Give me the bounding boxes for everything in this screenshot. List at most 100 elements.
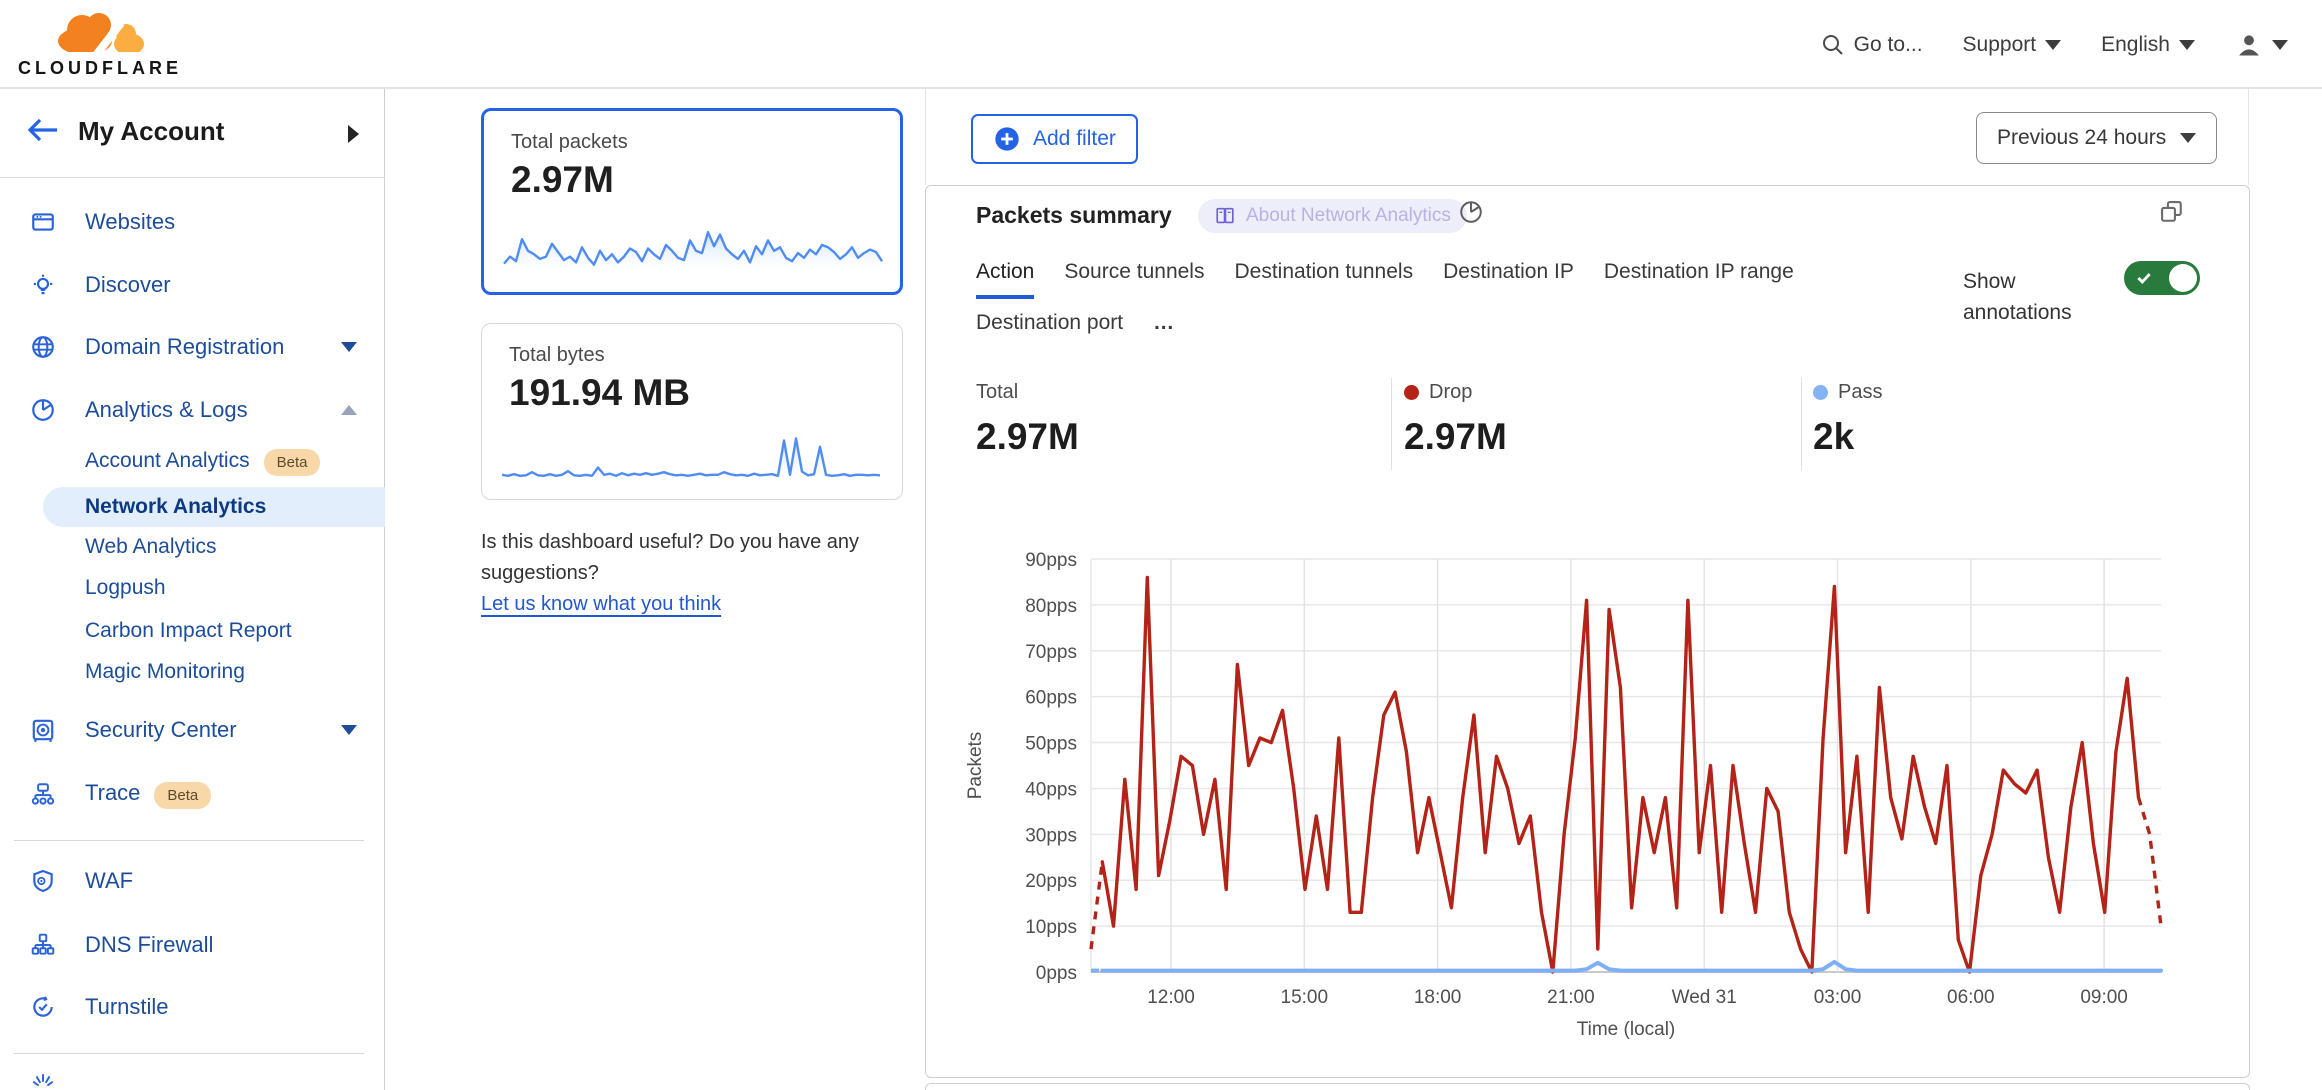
y-tick-label: 10pps bbox=[1025, 917, 1077, 938]
account-header: My Account bbox=[0, 103, 385, 161]
stat-value: 2k bbox=[1813, 416, 1855, 457]
packets-summary-panel: Packets summary About Network Analytics … bbox=[925, 185, 2250, 1078]
sidebar-item-turnstile[interactable]: Turnstile bbox=[0, 985, 385, 1029]
sidebar-item-trace[interactable]: Trace Beta bbox=[0, 772, 385, 816]
x-tick-label: 18:00 bbox=[1414, 987, 1462, 1008]
time-range-dropdown[interactable]: Previous 24 hours bbox=[1976, 112, 2218, 164]
book-icon bbox=[1216, 207, 1234, 224]
sidebar-item-label: Account Analytics Beta bbox=[85, 448, 321, 476]
tab-destination-ip-range[interactable]: Destination IP range bbox=[1603, 260, 1794, 283]
sidebar-item-security-center[interactable]: Security Center bbox=[0, 708, 385, 752]
circular-check-icon bbox=[30, 994, 56, 1020]
sidebar-item-discover[interactable]: Discover bbox=[0, 263, 385, 307]
sidebar-item-websites[interactable]: Websites bbox=[0, 200, 385, 244]
panel-title: Packets summary bbox=[976, 202, 1172, 228]
tab-destination-tunnels[interactable]: Destination tunnels bbox=[1234, 260, 1414, 283]
sidebar-item-label: Magic Monitoring bbox=[85, 660, 245, 683]
add-filter-label: Add filter bbox=[1033, 127, 1116, 150]
total-packets-card[interactable]: Total packets 2.97M bbox=[481, 108, 903, 295]
tabs-more-button[interactable]: … bbox=[1153, 311, 1177, 334]
show-annotations-label: Show annotations bbox=[1963, 270, 2072, 324]
tab-destination-ip[interactable]: Destination IP bbox=[1443, 260, 1574, 283]
sidebar-item-carbon-impact-report[interactable]: Carbon Impact Report bbox=[0, 609, 385, 653]
y-tick-label: 50pps bbox=[1025, 734, 1077, 755]
feedback-link[interactable]: Let us know what you think bbox=[481, 593, 722, 615]
y-tick-label: 0pps bbox=[1036, 963, 1077, 984]
cloudflare-logo[interactable]: CLOUDFLARE bbox=[16, 4, 184, 86]
sidebar-item-account-analytics[interactable]: Account Analytics Beta bbox=[0, 440, 385, 484]
add-filter-button[interactable]: Add filter bbox=[971, 114, 1138, 164]
card-title: Total packets bbox=[511, 131, 628, 153]
total-bytes-card[interactable]: Total bytes 191.94 MB bbox=[481, 323, 903, 500]
divider bbox=[14, 1053, 364, 1054]
goto-search[interactable]: Go to... bbox=[1821, 33, 1923, 57]
y-tick-label: 70pps bbox=[1025, 642, 1077, 663]
sidebar-item-label: Web Analytics bbox=[85, 535, 217, 558]
card-value: 191.94 MB bbox=[509, 372, 690, 413]
goto-label: Go to... bbox=[1853, 32, 1923, 56]
sidebar-item-magic-monitoring[interactable]: Magic Monitoring bbox=[0, 650, 385, 694]
sidebar-item-label: Network Analytics bbox=[85, 495, 267, 518]
feedback-question: Is this dashboard useful? Do you have an… bbox=[481, 531, 860, 584]
account-name[interactable]: My Account bbox=[78, 116, 225, 146]
drop-series-line bbox=[1100, 575, 2141, 974]
tab-source-tunnels[interactable]: Source tunnels bbox=[1064, 260, 1205, 283]
x-tick-label: 09:00 bbox=[2080, 987, 2128, 1008]
sidebar-item-logpush[interactable]: Logpush bbox=[0, 566, 385, 610]
packets-sparkline bbox=[503, 231, 884, 276]
network-tree-icon bbox=[30, 932, 56, 958]
chevron-down-icon bbox=[2045, 39, 2062, 50]
y-axis-title: Packets bbox=[965, 732, 986, 800]
pie-chart-icon[interactable] bbox=[1458, 199, 1484, 225]
show-annotations-toggle[interactable] bbox=[2124, 261, 2200, 295]
chevron-down-icon bbox=[341, 342, 357, 352]
sidebar-item-label: WAF bbox=[85, 868, 134, 893]
y-tick-label: 60pps bbox=[1025, 688, 1077, 709]
safe-icon bbox=[30, 717, 56, 743]
sidebar-item-analytics-logs[interactable]: Analytics & Logs bbox=[0, 388, 385, 432]
selected-item-highlight bbox=[43, 487, 385, 527]
about-network-analytics-badge[interactable]: About Network Analytics bbox=[1198, 199, 1467, 233]
top-bar: CLOUDFLARE Go to... Support English bbox=[0, 0, 2322, 89]
sidebar-item-web-analytics[interactable]: Web Analytics bbox=[0, 525, 385, 569]
y-tick-label: 80pps bbox=[1025, 596, 1077, 617]
chevron-right-icon[interactable] bbox=[348, 125, 359, 143]
x-tick-label: 03:00 bbox=[1814, 987, 1862, 1008]
x-tick-label: 12:00 bbox=[1147, 987, 1195, 1008]
account-menu[interactable] bbox=[2235, 31, 2288, 59]
sidebar-item-label: DNS Firewall bbox=[85, 932, 214, 957]
lightbulb-icon bbox=[30, 272, 56, 298]
language-menu[interactable]: English bbox=[2101, 33, 2195, 57]
stat-drop: Drop 2.97M bbox=[1404, 381, 1507, 458]
x-tick-label: 06:00 bbox=[1947, 987, 1995, 1008]
sidebar-partial-icon[interactable] bbox=[30, 1072, 56, 1090]
sidebar-item-label: Discover bbox=[85, 272, 171, 297]
globe-icon bbox=[30, 334, 56, 360]
drop-series-dashed-start bbox=[1089, 861, 1104, 950]
sparkline-line bbox=[503, 231, 884, 266]
expand-icon[interactable] bbox=[2158, 198, 2186, 226]
sidebar-item-waf[interactable]: WAF bbox=[0, 859, 385, 903]
beta-badge: Beta bbox=[263, 448, 321, 476]
tab-action[interactable]: Action bbox=[976, 260, 1035, 299]
tab-destination-port[interactable]: Destination port bbox=[976, 311, 1124, 334]
back-arrow-icon[interactable] bbox=[26, 116, 60, 144]
flowchart-icon bbox=[30, 781, 56, 807]
divider bbox=[1391, 378, 1392, 470]
pie-chart-icon bbox=[30, 397, 56, 423]
support-menu[interactable]: Support bbox=[1963, 33, 2062, 57]
card-title: Total bytes bbox=[509, 344, 605, 366]
sidebar-item-label: Trace Beta bbox=[85, 780, 212, 809]
next-panel-top-edge bbox=[925, 1083, 2250, 1090]
divider bbox=[925, 89, 926, 185]
packets-time-series-chart[interactable]: 0pps 10pps 20pps 30pps 40pps 50pps 60pps 70pps 8… bbox=[931, 541, 2201, 1046]
y-tick-label: 30pps bbox=[1025, 825, 1077, 846]
y-tick-label: 20pps bbox=[1025, 871, 1077, 892]
shield-gear-icon bbox=[30, 868, 56, 894]
sidebar-item-network-analytics[interactable]: Network Analytics bbox=[0, 485, 385, 529]
sidebar-item-domain-registration[interactable]: Domain Registration bbox=[0, 325, 385, 369]
divider bbox=[1801, 378, 1802, 470]
sidebar-item-dns-firewall[interactable]: DNS Firewall bbox=[0, 923, 385, 967]
stat-value: 2.97M bbox=[1404, 416, 1507, 457]
